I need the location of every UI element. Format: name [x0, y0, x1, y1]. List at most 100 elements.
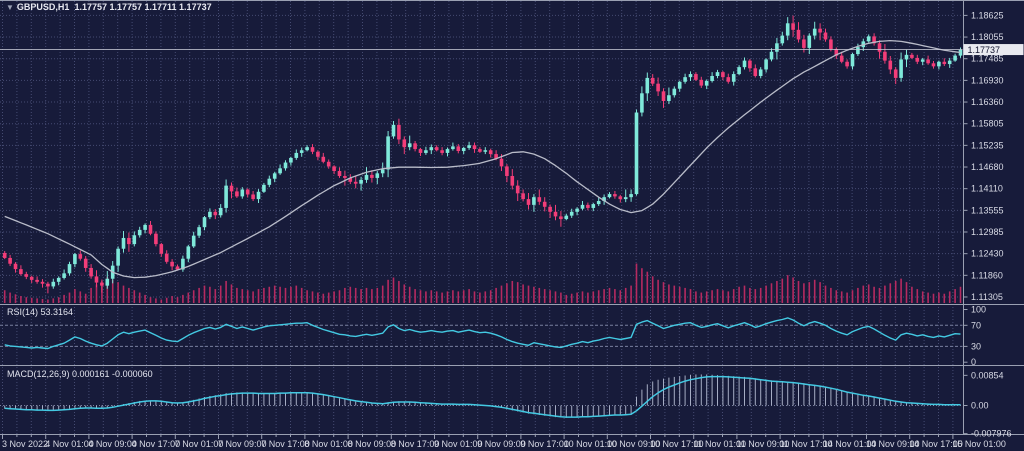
candle-up	[807, 35, 812, 48]
candle-down	[245, 189, 250, 195]
time-tick-label: 4 Nov 17:00	[132, 439, 181, 449]
candle-up	[56, 277, 61, 282]
candle-up	[780, 35, 785, 44]
time-tick-label: 8 Nov 01:00	[304, 439, 353, 449]
candle-up	[715, 72, 720, 76]
candle-up	[677, 81, 682, 89]
rsi-scale-label: 0	[971, 357, 976, 367]
candle-up	[688, 74, 693, 78]
time-tick-label: 8 Nov 09:00	[348, 439, 397, 449]
candle-down	[472, 145, 477, 150]
candle-up	[764, 59, 768, 70]
candle-down	[310, 147, 315, 152]
price-axis[interactable]: 1.18625 1.18055 1.17485 1.16930 1.16360 1.158…	[963, 0, 1024, 439]
candle-up	[386, 136, 390, 170]
chart-title: ▼ GBPUSD,H1 1.17757 1.17757 1.17711 1.177…	[6, 2, 212, 12]
candle-down	[618, 196, 623, 200]
candle-up	[429, 147, 434, 151]
candle-down	[348, 177, 353, 182]
candle-down	[521, 193, 525, 200]
candle-down	[553, 211, 558, 217]
candle-down	[148, 224, 153, 234]
candle-down	[488, 150, 493, 155]
candle-up	[202, 217, 207, 228]
candle-up	[580, 204, 585, 209]
time-tick-label: 4 Nov 01:00	[45, 439, 94, 449]
time-tick-label: 7 Nov 01:00	[175, 439, 224, 449]
candle-down	[839, 55, 844, 62]
candle-down	[229, 185, 234, 192]
candle-down	[397, 124, 401, 140]
candle-up	[958, 49, 963, 56]
candle-up	[407, 143, 412, 148]
candle-up	[785, 23, 790, 36]
candle-down	[613, 194, 617, 197]
candle-down	[505, 166, 509, 177]
candle-up	[602, 197, 606, 202]
macd-indicator-label: MACD(12,26,9) 0.000161 -0.000060	[7, 369, 153, 379]
candle-up	[186, 246, 191, 259]
macd-scale-label: -0.007976	[971, 429, 1012, 439]
candle-down	[235, 191, 239, 197]
candle-down	[515, 185, 520, 194]
price-tick-label: 1.16930	[971, 75, 1004, 85]
candle-down	[802, 39, 806, 48]
price-tick-label: 1.12430	[971, 249, 1004, 259]
candle-down	[656, 83, 660, 92]
candle-up	[667, 95, 671, 101]
candle-down	[650, 77, 655, 84]
candle-up	[856, 47, 860, 55]
price-tick-label: 1.12985	[971, 227, 1004, 237]
candle-up	[483, 150, 488, 152]
time-tick-label: 3 Nov 2022	[2, 439, 48, 449]
current-price-tag-text: 1.17737	[968, 45, 1001, 55]
candle-up	[634, 112, 639, 195]
price-tick-label: 1.17485	[971, 54, 1004, 64]
candle-down	[699, 79, 704, 86]
candle-up	[532, 197, 536, 205]
candle-up	[775, 43, 779, 52]
candle-up	[305, 147, 309, 151]
candle-up	[899, 59, 903, 78]
time-tick-label: 10 Nov 01:00	[564, 439, 618, 449]
candle-down	[326, 161, 331, 167]
pane-separators	[0, 0, 1024, 435]
candle-down	[726, 77, 731, 82]
candle-down	[2, 252, 7, 258]
rsi-scale-label: 30	[971, 341, 981, 351]
time-tick-label: 14 Nov 01:00	[823, 439, 877, 449]
candle-down	[888, 60, 893, 70]
candle-up	[62, 273, 66, 278]
candle-up	[607, 194, 612, 198]
time-tick-label: 11 Nov 17:00	[780, 439, 833, 449]
candle-down	[910, 54, 914, 58]
candle-down	[127, 237, 131, 245]
candle-down	[413, 143, 417, 150]
candle-up	[51, 281, 56, 287]
candle-down	[418, 149, 423, 153]
candle-up	[937, 61, 941, 67]
candle-up	[73, 254, 77, 265]
candle-up	[262, 184, 266, 192]
candle-down	[78, 254, 83, 259]
candle-down	[829, 39, 833, 50]
candle-down	[337, 171, 342, 177]
candle-up	[623, 197, 628, 200]
ohlc-values-label: 1.17757 1.17757 1.17711 1.17737	[74, 2, 212, 12]
time-tick-label: 9 Nov 09:00	[477, 439, 526, 449]
candle-down	[526, 199, 531, 205]
candle-down	[893, 69, 898, 78]
candle-down	[370, 174, 374, 178]
candle-up	[769, 51, 774, 60]
candle-up	[850, 54, 855, 67]
candle-up	[218, 207, 223, 216]
candle-down	[13, 263, 18, 270]
price-tick-label: 1.15235	[971, 140, 1004, 150]
candle-up	[299, 150, 304, 153]
time-tick-label: 10 Nov 09:00	[607, 439, 661, 449]
time-tick-label: 14 Nov 09:00	[866, 439, 920, 449]
candle-up	[629, 194, 633, 198]
candle-up	[575, 208, 579, 212]
